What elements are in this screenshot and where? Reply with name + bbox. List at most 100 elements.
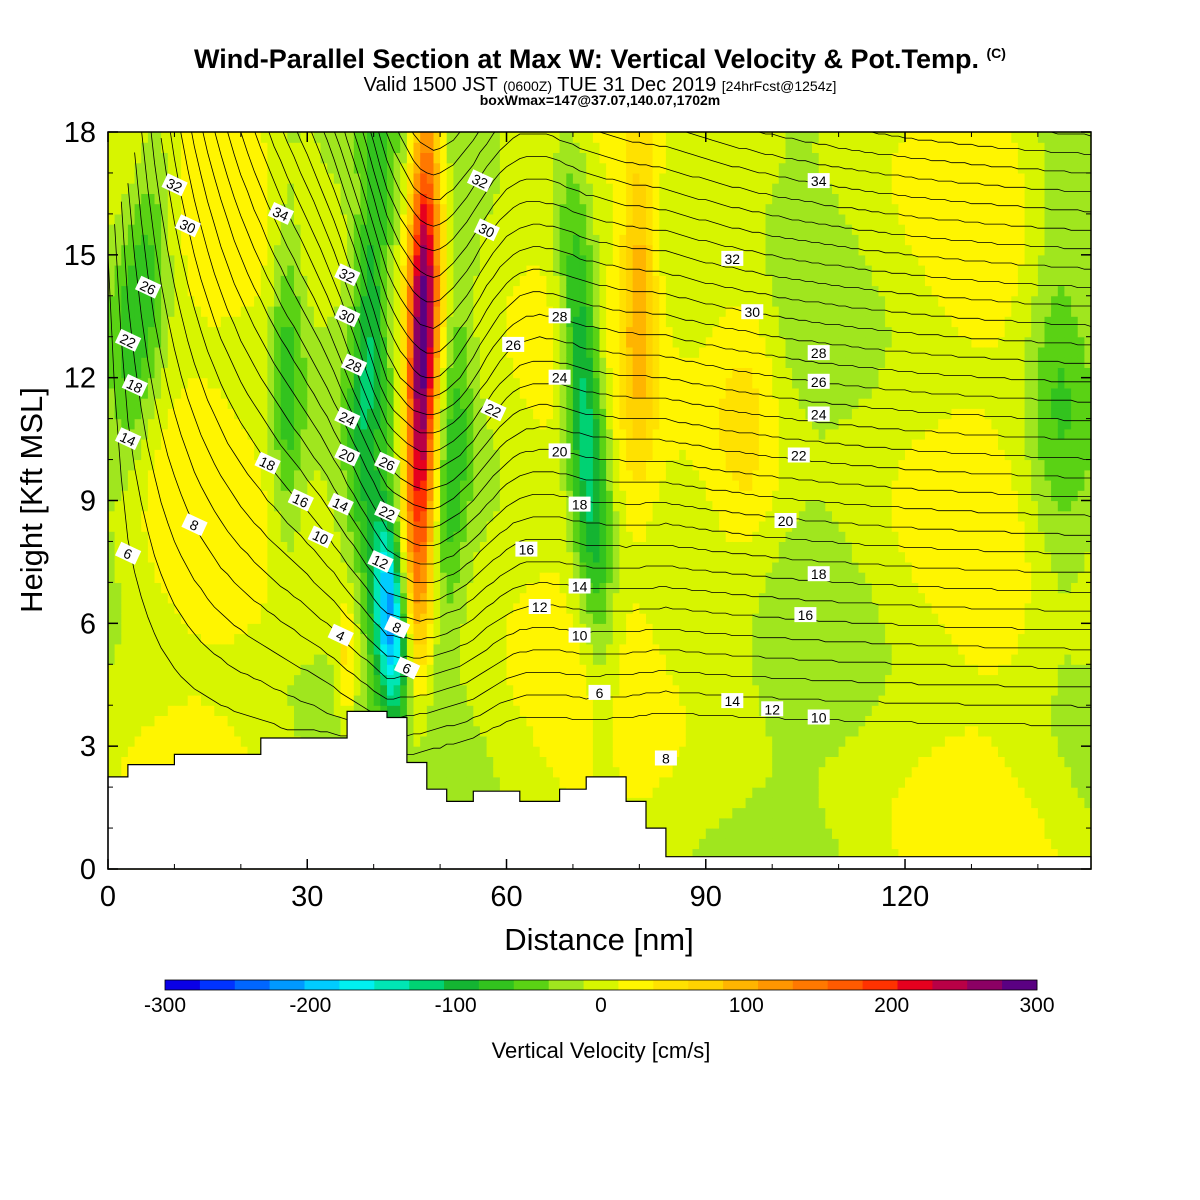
velocity-cell bbox=[201, 418, 209, 430]
velocity-cell bbox=[121, 172, 129, 184]
velocity-cell bbox=[254, 572, 262, 583]
velocity-cell bbox=[108, 142, 116, 153]
velocity-cell bbox=[167, 613, 175, 624]
velocity-cell bbox=[147, 623, 156, 635]
velocity-cell bbox=[154, 490, 162, 502]
velocity-cell bbox=[340, 193, 348, 205]
velocity-cell bbox=[147, 254, 156, 266]
velocity-cell bbox=[194, 265, 202, 276]
velocity-cell bbox=[214, 602, 222, 614]
velocity-cell bbox=[254, 623, 262, 635]
velocity-cell bbox=[546, 664, 554, 676]
velocity-cell bbox=[473, 674, 481, 686]
velocity-cell bbox=[181, 152, 189, 164]
velocity-cell bbox=[227, 684, 235, 696]
velocity-cell bbox=[353, 459, 361, 471]
velocity-cell bbox=[493, 469, 501, 481]
velocity-cell bbox=[313, 285, 322, 297]
velocity-cell bbox=[300, 459, 308, 471]
velocity-cell bbox=[406, 398, 415, 409]
velocity-cell bbox=[280, 449, 288, 461]
velocity-cell bbox=[234, 643, 242, 655]
velocity-cell bbox=[234, 521, 242, 532]
velocity-cell bbox=[433, 664, 441, 676]
velocity-cell bbox=[294, 234, 302, 246]
velocity-cell bbox=[167, 623, 175, 635]
velocity-cell bbox=[287, 449, 295, 461]
velocity-cell bbox=[533, 664, 541, 676]
velocity-cell bbox=[373, 602, 381, 614]
velocity-cell bbox=[207, 203, 215, 215]
velocity-cell bbox=[367, 613, 375, 624]
velocity-cell bbox=[473, 715, 481, 727]
velocity-cell bbox=[201, 654, 209, 665]
velocity-cell bbox=[141, 613, 149, 624]
velocity-cell bbox=[413, 480, 421, 491]
velocity-cell bbox=[367, 213, 375, 225]
velocity-cell bbox=[387, 408, 395, 420]
velocity-cell bbox=[406, 234, 415, 246]
velocity-cell bbox=[320, 285, 328, 297]
velocity-cell bbox=[121, 633, 129, 645]
velocity-cell bbox=[127, 172, 136, 184]
velocity-cell bbox=[466, 347, 474, 358]
velocity-cell bbox=[307, 521, 315, 532]
velocity-cell bbox=[174, 428, 182, 440]
velocity-cell bbox=[506, 531, 514, 542]
velocity-cell bbox=[360, 142, 368, 153]
velocity-cell bbox=[280, 572, 288, 583]
copyright-mark: (C) bbox=[986, 45, 1006, 61]
velocity-cell bbox=[559, 172, 567, 184]
velocity-cell bbox=[194, 275, 202, 287]
velocity-cell bbox=[506, 572, 514, 583]
velocity-cell bbox=[387, 132, 395, 143]
velocity-cell bbox=[466, 295, 474, 307]
velocity-cell bbox=[260, 480, 268, 491]
velocity-cell bbox=[127, 387, 136, 399]
velocity-cell bbox=[420, 725, 428, 737]
velocity-cell bbox=[147, 572, 156, 583]
velocity-cell bbox=[267, 695, 275, 706]
velocity-cell bbox=[380, 521, 388, 532]
velocity-cell bbox=[353, 316, 361, 328]
velocity-cell bbox=[493, 142, 501, 153]
velocity-cell bbox=[121, 510, 129, 522]
velocity-cell bbox=[440, 776, 448, 788]
velocity-cell bbox=[406, 306, 415, 317]
velocity-cell bbox=[387, 561, 395, 573]
velocity-cell bbox=[254, 449, 262, 461]
velocity-cell bbox=[307, 265, 315, 276]
velocity-cell bbox=[499, 275, 508, 287]
velocity-cell bbox=[280, 398, 288, 409]
velocity-cell bbox=[360, 654, 368, 665]
velocity-cell bbox=[134, 244, 142, 256]
velocity-cell bbox=[519, 398, 527, 409]
velocity-cell bbox=[161, 449, 169, 461]
velocity-cell bbox=[373, 326, 381, 338]
velocity-cell bbox=[446, 254, 454, 266]
velocity-cell bbox=[327, 254, 335, 266]
velocity-cell bbox=[227, 715, 235, 727]
velocity-cell bbox=[240, 735, 248, 747]
velocity-cell bbox=[327, 357, 335, 368]
velocity-cell bbox=[154, 623, 162, 635]
velocity-cell bbox=[287, 357, 295, 368]
velocity-cell bbox=[194, 582, 202, 594]
velocity-cell bbox=[420, 613, 428, 624]
velocity-cell bbox=[533, 275, 541, 287]
velocity-cell bbox=[546, 776, 554, 788]
velocity-cell bbox=[426, 254, 434, 266]
velocity-cell bbox=[387, 398, 395, 409]
velocity-cell bbox=[127, 254, 136, 266]
velocity-cell bbox=[194, 695, 202, 706]
velocity-cell bbox=[373, 674, 381, 686]
velocity-cell bbox=[367, 439, 375, 450]
velocity-cell bbox=[220, 695, 229, 706]
velocity-cell bbox=[499, 531, 508, 542]
velocity-cell bbox=[420, 316, 428, 328]
velocity-cell bbox=[533, 285, 541, 297]
velocity-cell bbox=[220, 326, 229, 338]
velocity-cell bbox=[260, 336, 268, 348]
velocity-cell bbox=[194, 500, 202, 512]
velocity-cell bbox=[333, 715, 341, 727]
